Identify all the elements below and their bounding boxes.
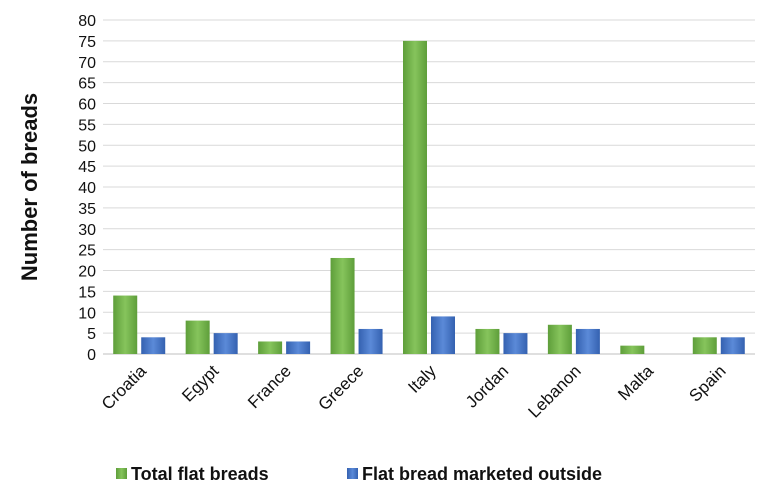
legend-swatch-total-flat-breads <box>116 468 127 479</box>
bar-italy-flat-bread-marketed-outside <box>431 316 455 354</box>
y-tick-label: 0 <box>87 347 96 364</box>
bar-lebanon-total-flat-breads <box>547 324 572 354</box>
bar-lebanon-flat-bread-marketed-outside <box>575 328 600 354</box>
bar-greece-total-flat-breads <box>330 257 355 354</box>
y-tick-label: 65 <box>78 76 96 93</box>
bar-egypt-total-flat-breads <box>185 320 210 354</box>
x-tick-label-greece: Greece <box>315 361 368 414</box>
y-tick-label: 50 <box>78 138 96 155</box>
y-tick-label: 10 <box>78 305 96 322</box>
legend-label-flat-bread-marketed-outside: Flat bread marketed outside <box>362 464 602 484</box>
x-tick-labels: Croatia Egypt France Greece Italy Jordan Leban… <box>98 361 730 422</box>
x-tick-label-italy: Italy <box>404 361 440 397</box>
x-tick-label-malta: Malta <box>614 361 657 404</box>
bar-spain-flat-bread-marketed-outside <box>720 337 745 354</box>
bar-spain-total-flat-breads <box>692 337 717 354</box>
bar-france-total-flat-breads <box>258 341 283 354</box>
y-tick-label: 25 <box>78 243 96 260</box>
x-tick-label-jordan: Jordan <box>462 361 512 411</box>
y-tick-label: 35 <box>78 201 96 218</box>
legend: Total flat breads Flat bread marketed ou… <box>116 464 602 484</box>
bar-croatia-flat-bread-marketed-outside <box>141 337 166 354</box>
bar-jordan-flat-bread-marketed-outside <box>503 333 528 354</box>
x-tick-label-egypt: Egypt <box>178 361 222 405</box>
bar-malta-total-flat-breads <box>620 345 645 354</box>
gridlines <box>103 19 755 355</box>
y-tick-label: 45 <box>78 159 96 176</box>
x-tick-label-lebanon: Lebanon <box>524 361 584 421</box>
y-axis-label: Number of breads <box>17 93 42 281</box>
y-tick-label: 5 <box>87 326 96 343</box>
bar-greece-flat-bread-marketed-outside <box>358 328 383 354</box>
bar-jordan-total-flat-breads <box>475 328 500 354</box>
y-tick-label: 30 <box>78 222 96 239</box>
x-tick-label-croatia: Croatia <box>98 361 151 414</box>
y-tick-label: 55 <box>78 117 96 134</box>
y-tick-label: 60 <box>78 97 96 114</box>
y-tick-label: 20 <box>78 264 96 281</box>
y-tick-label: 15 <box>78 284 96 301</box>
legend-swatch-flat-bread-marketed-outside <box>347 468 358 479</box>
bar-italy-total-flat-breads <box>403 40 427 354</box>
y-tick-label: 75 <box>78 34 96 51</box>
bar-egypt-flat-bread-marketed-outside <box>213 333 238 354</box>
y-tick-labels: 0 5 10 15 20 25 30 35 40 45 50 55 60 65 70 75 80 <box>78 13 96 364</box>
x-tick-label-france: France <box>244 361 295 412</box>
bars <box>113 40 745 354</box>
y-tick-label: 70 <box>78 55 96 72</box>
legend-label-total-flat-breads: Total flat breads <box>131 464 269 484</box>
bar-france-flat-bread-marketed-outside <box>286 341 311 354</box>
y-tick-label: 40 <box>78 180 96 197</box>
y-tick-label: 80 <box>78 13 96 30</box>
x-tick-label-spain: Spain <box>685 361 729 405</box>
bar-croatia-total-flat-breads <box>113 295 138 354</box>
